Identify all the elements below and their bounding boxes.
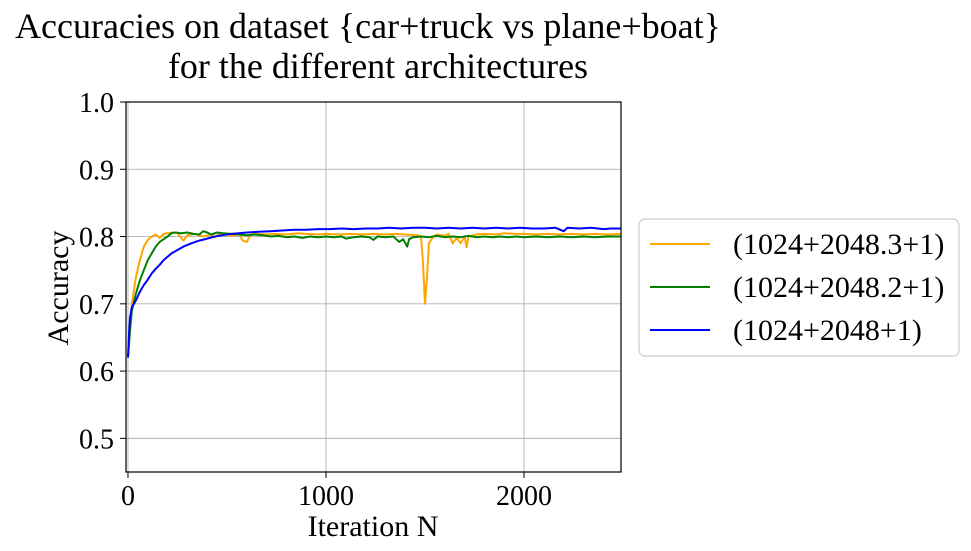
x-axis-ticks: 0 1000 2000 (121, 472, 552, 512)
legend-label-3: (1024+2048+1) (733, 314, 922, 347)
chart-title-line-1: Accuracies on dataset {car+truck vs plan… (15, 6, 721, 46)
legend-label-1: (1024+2048.3+1) (733, 228, 944, 261)
legend: (1024+2048.3+1) (1024+2048.2+1) (1024+2048… (638, 218, 960, 357)
legend-label-2: (1024+2048.2+1) (733, 271, 944, 304)
x-tick-label: 0 (121, 481, 135, 512)
legend-box (638, 218, 960, 357)
chart-title: Accuracies on dataset {car+truck vs plan… (15, 6, 721, 86)
y-axis-label: Accuracy (42, 231, 75, 346)
plot-frame (125, 101, 622, 473)
grid (126, 101, 621, 472)
y-tick-label: 0.6 (79, 357, 114, 388)
y-tick-label: 0.7 (79, 290, 114, 321)
series-line-2 (127, 230, 621, 358)
y-tick-label: 0.9 (79, 155, 114, 186)
y-tick-label: 1.0 (79, 88, 114, 119)
chart-title-line-2: for the different architectures (168, 46, 588, 86)
y-tick-label: 0.5 (79, 424, 114, 455)
x-tick-label: 1000 (298, 481, 354, 512)
x-tick-label: 2000 (496, 481, 552, 512)
y-axis-ticks: 0.5 0.6 0.7 0.8 0.9 1.0 (79, 88, 126, 455)
series-line-3 (127, 226, 621, 358)
y-tick-label: 0.8 (79, 223, 114, 254)
series-line-1 (127, 231, 621, 358)
plot-lines (127, 226, 621, 358)
x-axis-label: Iteration N (308, 510, 439, 543)
